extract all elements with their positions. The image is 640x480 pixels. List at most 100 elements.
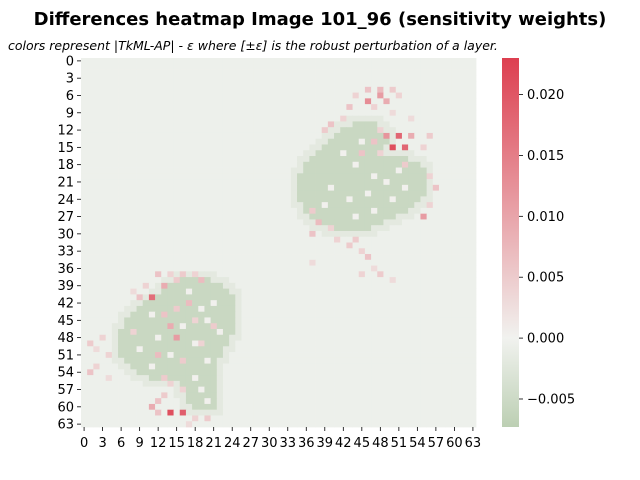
heatmap-cell: [358, 305, 366, 313]
heatmap-cell: [297, 259, 304, 266]
heatmap-cell: [179, 288, 187, 295]
heatmap-cell: [247, 184, 255, 192]
heatmap-cell: [364, 138, 372, 145]
heatmap-cell: [352, 242, 360, 249]
heatmap-cell: [297, 409, 304, 416]
heatmap-cell: [185, 92, 193, 99]
heatmap-cell: [290, 311, 298, 318]
heatmap-cell: [334, 156, 341, 163]
heatmap-cell: [358, 375, 366, 382]
heatmap-cell: [105, 213, 113, 220]
heatmap-cell: [438, 352, 446, 359]
heatmap-cell: [463, 288, 471, 295]
heatmap-cell: [426, 161, 434, 168]
heatmap-cell: [321, 300, 329, 307]
heatmap-cell: [210, 179, 218, 186]
heatmap-cell: [241, 421, 249, 428]
heatmap-cell: [469, 104, 477, 111]
heatmap-cell: [278, 230, 286, 238]
heatmap-cell: [309, 311, 316, 318]
heatmap-cell: [445, 121, 452, 128]
heatmap-cell: [389, 380, 397, 388]
heatmap-cell: [198, 86, 205, 93]
heatmap-cell: [192, 86, 199, 93]
heatmap-cell: [192, 265, 199, 272]
heatmap-cell: [99, 242, 107, 249]
heatmap-cell: [192, 161, 199, 168]
heatmap-cell: [136, 225, 144, 232]
heatmap-cell: [204, 294, 212, 301]
heatmap-cell: [253, 190, 261, 197]
heatmap-cell: [222, 127, 230, 134]
heatmap-cell: [364, 132, 372, 140]
heatmap-cell: [173, 69, 181, 76]
heatmap-cell: [321, 317, 329, 324]
heatmap-cell: [99, 63, 107, 70]
heatmap-cell: [253, 300, 261, 307]
heatmap-cell: [148, 328, 156, 336]
heatmap-cell: [463, 380, 471, 388]
heatmap-cell: [401, 398, 409, 405]
heatmap-cell: [420, 81, 428, 88]
heatmap-cell: [445, 282, 452, 290]
heatmap-cell: [167, 380, 174, 388]
heatmap-cell: [247, 58, 255, 65]
heatmap-cell: [352, 132, 360, 140]
heatmap-cell: [105, 311, 113, 318]
heatmap-cell: [272, 167, 279, 174]
heatmap-cell: [235, 69, 242, 76]
heatmap-cell: [352, 340, 360, 347]
heatmap-cell: [383, 271, 390, 278]
heatmap-cell: [111, 369, 119, 376]
heatmap-cell: [340, 236, 347, 243]
heatmap-cell: [247, 288, 255, 295]
heatmap-cell: [111, 403, 119, 411]
heatmap-cell: [155, 305, 162, 313]
heatmap-cell: [290, 144, 298, 151]
heatmap-cell: [463, 81, 471, 88]
heatmap-cell: [414, 115, 421, 122]
heatmap-cell: [278, 369, 286, 376]
heatmap-cell: [389, 288, 397, 295]
heatmap-cell: [99, 127, 107, 134]
heatmap-cell: [105, 305, 113, 313]
heatmap-cell: [167, 92, 174, 99]
heatmap-cell: [198, 248, 205, 255]
heatmap-cell: [179, 305, 187, 313]
heatmap-cell: [414, 259, 421, 266]
heatmap-cell: [432, 132, 440, 140]
heatmap-cell: [118, 323, 125, 330]
heatmap-cell: [81, 254, 88, 261]
heatmap-cell: [155, 98, 162, 105]
heatmap-cell: [401, 98, 409, 105]
heatmap-cell: [352, 386, 360, 393]
heatmap-cell: [272, 352, 279, 359]
heatmap-cell: [241, 392, 249, 399]
heatmap-cell: [457, 415, 465, 422]
heatmap-cell: [451, 190, 458, 197]
heatmap-cell: [438, 202, 446, 209]
heatmap-cell: [463, 104, 471, 111]
heatmap-cell: [389, 265, 397, 272]
heatmap-cell: [445, 403, 452, 411]
heatmap-cell: [340, 346, 347, 353]
heatmap-cell: [290, 86, 298, 93]
heatmap-cell: [81, 271, 88, 278]
heatmap-cell: [334, 288, 341, 295]
heatmap-cell: [130, 75, 137, 82]
heatmap-cell: [259, 179, 267, 186]
heatmap-cell: [383, 254, 390, 261]
heatmap-cell: [148, 104, 156, 111]
heatmap-cell: [266, 161, 273, 168]
heatmap-cell: [93, 248, 100, 255]
heatmap-cell: [93, 265, 100, 272]
heatmap-cell: [284, 242, 292, 249]
heatmap-cell: [346, 277, 353, 284]
heatmap-cell: [401, 196, 409, 203]
heatmap-cell: [290, 202, 298, 209]
heatmap-cell: [142, 386, 150, 393]
heatmap-cell: [136, 363, 144, 370]
heatmap-cell: [99, 213, 107, 220]
heatmap-cell: [364, 409, 372, 416]
heatmap-cell: [315, 132, 323, 140]
